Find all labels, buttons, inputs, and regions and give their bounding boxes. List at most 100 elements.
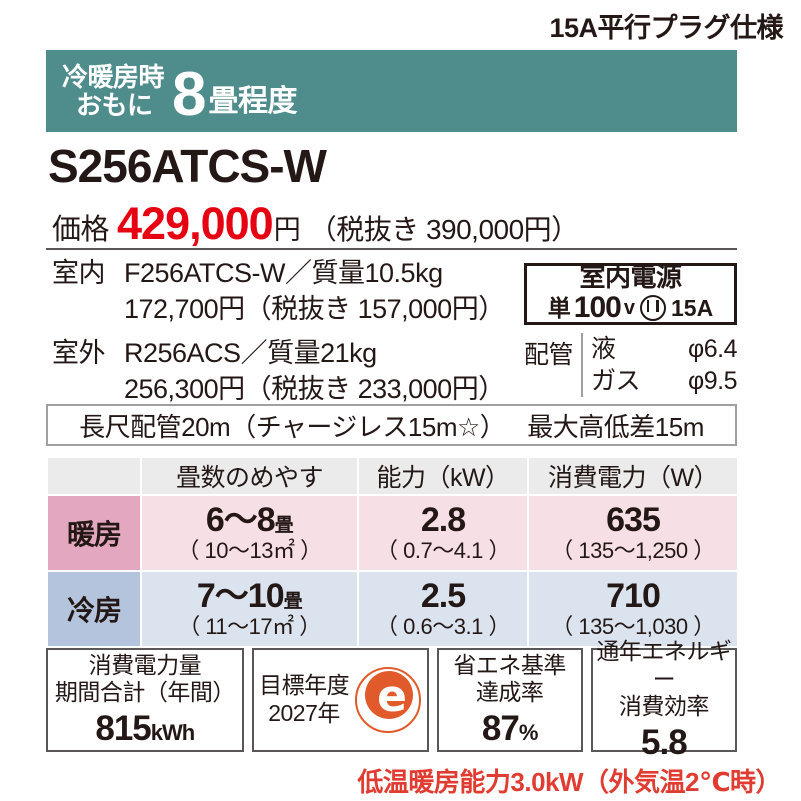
heating-tatami-value-wrap: 6～8畳 bbox=[142, 500, 357, 539]
energy-info-boxes: 消費電力量 期間合計（年間） 815kWh 目標年度 2027年 e 省エネ基準… bbox=[46, 638, 737, 762]
indoor-unit-model-weight: F256ATCS-W／質量10.5kg bbox=[124, 258, 443, 288]
banner-line-1: 冷暖房時 bbox=[62, 62, 165, 93]
heating-watt-cell: 635 （ 135～1,250 ） bbox=[529, 496, 737, 570]
target-year-caption-1: 目標年度 bbox=[259, 672, 350, 699]
banner-lead-text: 冷暖房時 おもに bbox=[62, 62, 165, 120]
power-ampere: 15A bbox=[670, 295, 714, 322]
heating-tatami-value: 6～8 bbox=[205, 500, 276, 539]
power-voltage-unit: v bbox=[623, 296, 635, 319]
target-year-caption-2: 2027年 bbox=[268, 700, 340, 726]
long-piping-main: 長尺配管20m（チャージレス15m☆） bbox=[79, 411, 506, 442]
header-power-consumption: 消費電力（W） bbox=[529, 458, 737, 494]
piping-divider bbox=[581, 333, 584, 397]
power-supply-title: 室内電源 bbox=[579, 262, 682, 293]
cooling-tatami-unit: 畳 bbox=[283, 590, 303, 612]
target-year-box: 目標年度 2027年 e bbox=[251, 648, 429, 752]
tatami-capacity-banner: 冷暖房時 おもに 8 畳程度 bbox=[46, 50, 737, 132]
energy-consumption-caption-2: 期間合計（年間） bbox=[54, 679, 236, 706]
indoor-unit-price: 172,700円（税抜き 157,000円） bbox=[124, 293, 505, 324]
mode-label-cooling: 冷房 bbox=[48, 572, 140, 646]
apf-value: 5.8 bbox=[641, 722, 688, 762]
energy-consumption-box: 消費電力量 期間合計（年間） 815kWh bbox=[46, 648, 244, 752]
header-tatami: 畳数のめやす bbox=[142, 458, 357, 494]
price-excluding-tax: （税抜き 390,000円） bbox=[308, 214, 580, 245]
energy-consumption-unit: kWh bbox=[150, 720, 195, 745]
piping-row-liquid: 液 φ6.4 bbox=[591, 333, 737, 365]
cooling-watt-sub: （ 135～1,030 ） bbox=[551, 614, 715, 640]
mode-label-heating: 暖房 bbox=[48, 496, 140, 570]
specification-table: 畳数のめやす 能力（kW） 消費電力（W） 暖房 6～8畳 （ 10～13㎡ ）… bbox=[46, 456, 739, 648]
apf-caption-2: 消費効率 bbox=[618, 693, 710, 720]
heating-watt-value: 635 bbox=[606, 500, 661, 539]
target-year-caption: 目標年度 2027年 bbox=[259, 672, 350, 727]
energy-consumption-caption-1: 消費電力量 bbox=[88, 651, 202, 678]
heating-capacity-value: 2.8 bbox=[420, 500, 466, 539]
header-blank bbox=[48, 458, 140, 494]
banner-tatami-number: 8 bbox=[172, 60, 207, 129]
banner-content: 冷暖房時 おもに 8 畳程度 bbox=[62, 50, 297, 132]
long-piping-height-diff: 最大高低差15m bbox=[527, 411, 704, 442]
table-header-row: 畳数のめやす 能力（kW） 消費電力（W） bbox=[48, 458, 737, 494]
indoor-unit-line: 室内 F256ATCS-W／質量10.5kg bbox=[52, 256, 512, 292]
cooling-capacity-value: 2.5 bbox=[420, 576, 466, 615]
standard-rate-caption-2: 達成率 bbox=[475, 679, 544, 706]
cooling-tatami-cell: 7～10畳 （ 11～17㎡ ） bbox=[142, 572, 357, 646]
power-supply-box: 室内電源 単 100 v 15A bbox=[524, 263, 737, 325]
header-capacity: 能力（kW） bbox=[359, 458, 527, 494]
heating-capacity-sub: （ 0.7～4.1 ） bbox=[376, 538, 510, 564]
outdoor-unit-model-weight: R256ACS／質量21kg bbox=[124, 337, 377, 368]
cooling-tatami-value: 7～10 bbox=[196, 576, 285, 615]
divider-under-price bbox=[46, 248, 737, 250]
piping-liquid-size: φ6.4 bbox=[688, 335, 737, 363]
plug-spec-label: 15A平行プラグ仕様 bbox=[549, 13, 783, 43]
price-currency-unit: 円 bbox=[273, 215, 301, 245]
piping-spec: 配管 液 φ6.4 ガス φ9.5 bbox=[524, 333, 737, 397]
energy-consumption-value-wrap: 815kWh bbox=[95, 709, 195, 748]
standard-rate-caption: 省エネ基準 達成率 bbox=[453, 652, 566, 707]
power-supply-value: 単 100 v 15A bbox=[548, 292, 713, 324]
heating-watt-sub: （ 135～1,250 ） bbox=[551, 538, 715, 564]
piping-gas-label: ガス bbox=[591, 367, 641, 395]
energy-consumption-value: 815 bbox=[95, 709, 151, 748]
banner-line-2: おもに bbox=[76, 90, 153, 120]
table-row-cooling: 冷房 7～10畳 （ 11～17㎡ ） 2.5 （ 0.6～3.1 ） 710 … bbox=[48, 572, 737, 646]
parallel-plug-icon bbox=[639, 295, 666, 322]
standard-rate-value-wrap: 87% bbox=[482, 709, 538, 748]
energy-standard-rate-box: 省エネ基準 達成率 87% bbox=[436, 648, 583, 752]
heating-tatami-sub: （ 10～13㎡ ） bbox=[177, 538, 322, 564]
piping-row-gas: ガス φ9.5 bbox=[591, 365, 737, 397]
energy-consumption-caption: 消費電力量 期間合計（年間） bbox=[54, 651, 236, 707]
price-row: 価格 429,000 円 （税抜き 390,000円） bbox=[52, 198, 579, 250]
standard-rate-unit: % bbox=[518, 720, 539, 745]
standard-rate-caption-1: 省エネ基準 bbox=[453, 651, 566, 678]
indoor-unit-label: 室内 bbox=[52, 258, 106, 288]
power-voltage: 100 bbox=[573, 291, 622, 325]
cooling-tatami-sub: （ 11～17㎡ ） bbox=[178, 614, 321, 640]
cooling-watt-value: 710 bbox=[606, 576, 661, 615]
table-row-heating: 暖房 6～8畳 （ 10～13㎡ ） 2.8 （ 0.7～4.1 ） 635 （… bbox=[48, 496, 737, 570]
unit-spacer bbox=[52, 328, 512, 336]
price-label: 価格 bbox=[52, 214, 110, 246]
e-mark-disc bbox=[365, 671, 414, 719]
piping-rows: 液 φ6.4 ガス φ9.5 bbox=[591, 333, 737, 397]
power-phase: 単 bbox=[547, 295, 571, 322]
standard-rate-value: 87 bbox=[481, 709, 520, 748]
cooling-watt-cell: 710 （ 135～1,030 ） bbox=[529, 572, 737, 646]
price-amount: 429,000 bbox=[117, 198, 274, 249]
heating-tatami-unit: 畳 bbox=[274, 514, 294, 536]
apf-box: 通年エネルギー 消費効率 5.8 bbox=[590, 638, 737, 762]
piping-liquid-label: 液 bbox=[591, 335, 616, 363]
banner-tatami-suffix: 畳程度 bbox=[208, 85, 298, 118]
cooling-capacity-sub: （ 0.6～3.1 ） bbox=[376, 614, 510, 640]
heating-capacity-cell: 2.8 （ 0.7～4.1 ） bbox=[359, 496, 527, 570]
unit-info-block: 室内 F256ATCS-W／質量10.5kg 172,700円（税抜き 157,… bbox=[52, 256, 512, 408]
outdoor-unit-price: 256,300円（税抜き 233,000円） bbox=[124, 373, 505, 404]
apf-caption: 通年エネルギー 消費効率 bbox=[593, 638, 735, 721]
heating-tatami-cell: 6～8畳 （ 10～13㎡ ） bbox=[142, 496, 357, 570]
low-temp-heating-note: 低温暖房能力3.0kW（外気温2℃時） bbox=[357, 767, 781, 797]
cooling-tatami-value-wrap: 7～10畳 bbox=[142, 576, 357, 615]
apf-caption-1: 通年エネルギー bbox=[596, 638, 732, 692]
piping-label: 配管 bbox=[524, 341, 574, 369]
cooling-capacity-cell: 2.5 （ 0.6～3.1 ） bbox=[359, 572, 527, 646]
